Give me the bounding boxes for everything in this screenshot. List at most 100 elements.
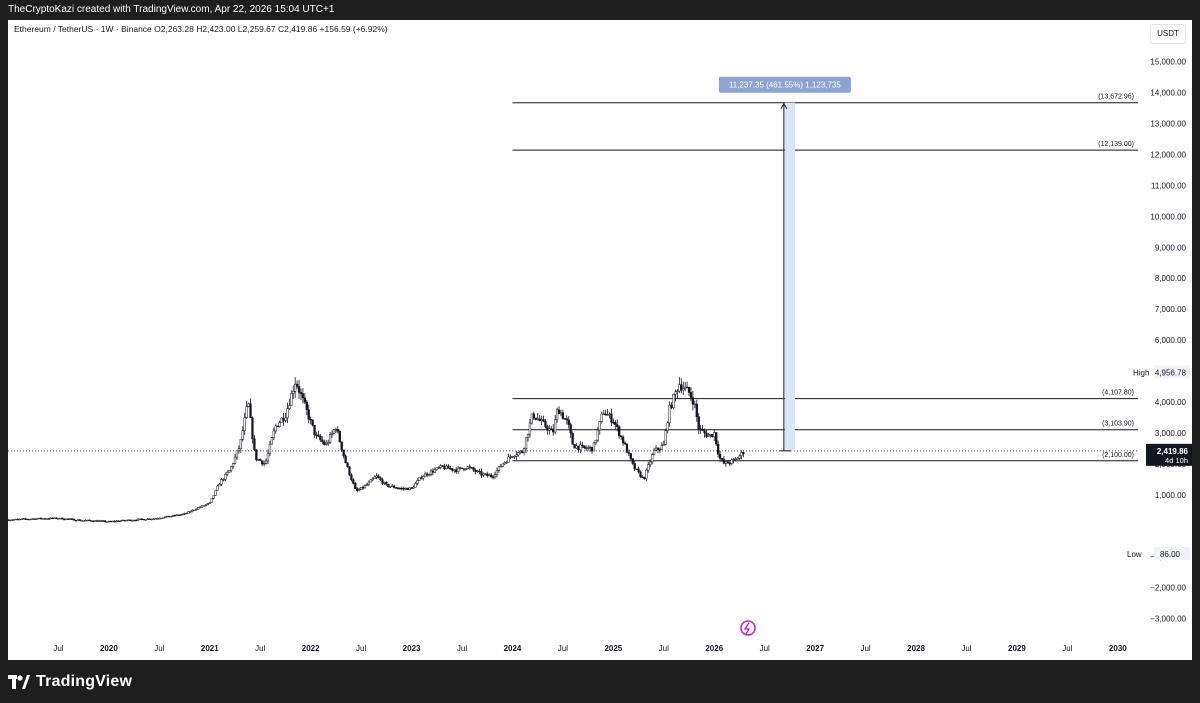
candle-body [563,418,567,420]
y-tick-label: 8,000.00 [1155,274,1187,283]
candle-body [569,424,572,434]
candle-body [391,485,394,487]
candle-body [404,487,407,490]
candle-body [185,512,188,515]
candle-body [131,520,134,522]
candle-body [621,436,625,444]
candle-body [616,424,619,427]
candle-body [361,487,365,489]
candle-body [129,519,132,521]
candle-body [202,505,206,507]
y-tick-label: −3,000.00 [1150,615,1186,624]
candle-body [522,448,526,453]
candle-body [449,468,452,470]
candle-body [524,437,528,449]
candle-body [307,409,310,420]
candle-body [34,518,37,520]
candle-body [610,413,613,423]
x-tick-label: Jul [558,644,568,653]
x-tick-label: Jul [154,644,164,653]
chart-area[interactable]: 15,000.00 14,000.00 13,000.00 12,000.00 11,0… [8,20,1192,660]
last-price-tag[interactable] [1146,443,1192,466]
lightning-icon[interactable] [740,620,756,636]
candle-body [410,487,413,489]
x-tick-label: Jul [1062,644,1072,653]
candle-body [606,414,609,416]
y-tick-label: 12,000.00 [1150,150,1186,159]
candle-body [365,484,369,486]
candle-body [88,519,91,522]
measure-range-box[interactable] [784,102,795,451]
candle-body [505,461,508,464]
candle-body [590,446,594,452]
tradingview-logo[interactable]: TradingView [8,672,132,692]
y-tick-label: 13,000.00 [1150,120,1186,129]
candle-body [633,463,636,470]
candle-body [98,520,101,522]
candle-body [507,456,510,463]
candle-body [651,454,654,463]
candle-body [301,393,305,399]
candle-body [212,495,215,499]
candle-body [313,424,316,436]
candle-body [555,409,559,421]
candle-body [470,467,473,469]
candle-body [699,428,702,430]
currency-selector[interactable]: USDT [1150,24,1186,44]
candle-body [482,473,485,476]
candle-body [521,450,524,453]
y-tick-label: 1,000.00 [1155,491,1187,500]
candle-body [323,441,326,445]
x-tick-label: 2029 [1008,644,1026,653]
candle-body [509,456,512,458]
candle-body [284,417,287,421]
candle-body [716,443,720,455]
candle-body [113,520,116,523]
candle-body [429,470,433,475]
candle-body [268,443,272,454]
candle-body [214,489,217,496]
candle-body [82,520,85,522]
candle-body [625,443,629,453]
high-marker-tag: High [1133,368,1149,377]
candle-body [474,469,477,472]
candle-body [422,476,425,479]
candle-body [334,429,338,431]
candle-body [691,397,695,405]
high-marker-bg [1154,365,1190,379]
x-tick-label: 2020 [100,644,118,653]
candle-body [22,518,25,520]
candle-body [262,463,266,465]
candle-body [228,470,231,473]
candle-body [255,449,258,461]
x-tick-label: Jul [760,644,770,653]
high-marker-value: 4,956.78 [1155,368,1187,377]
candle-body [259,459,262,462]
candle-body [695,403,698,417]
candle-body [99,520,103,522]
price-chart[interactable]: 15,000.00 14,000.00 13,000.00 12,000.00 11,0… [8,20,1192,660]
candle-body [728,462,731,465]
candle-body [226,472,229,475]
candle-body [251,417,254,440]
candle-body [598,421,601,431]
level-label: (4,107.80) [1102,390,1134,397]
y-tick-label: 4,000.00 [1155,398,1187,407]
candle-body [480,471,483,476]
candle-body [718,453,722,459]
candle-body [493,474,497,478]
candle-body [150,518,153,521]
x-tick-label: Jul [961,644,971,653]
candle-body [612,421,615,424]
candle-body [489,474,493,477]
candle-body [445,465,448,470]
candle-body [363,485,367,489]
candle-body [94,520,97,522]
candle-body [519,450,522,453]
candle-body [257,459,260,461]
candle-body [680,384,683,391]
candle-body [134,519,138,522]
candle-body [373,476,376,479]
candle-body [233,456,237,464]
candle-body [553,419,557,433]
